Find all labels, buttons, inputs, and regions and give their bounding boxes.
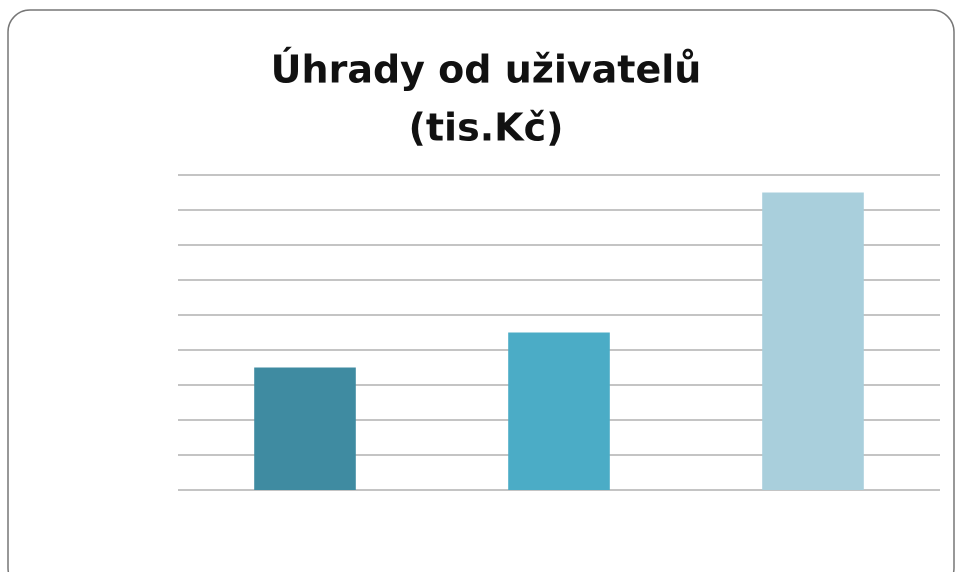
chart-frame [7,9,955,572]
bar [762,192,864,490]
chart-subtitle: (tis.Kč) [409,106,564,150]
chart-title: Úhrady od uživatelů [271,48,702,92]
bar [508,332,610,490]
bar [254,367,356,490]
